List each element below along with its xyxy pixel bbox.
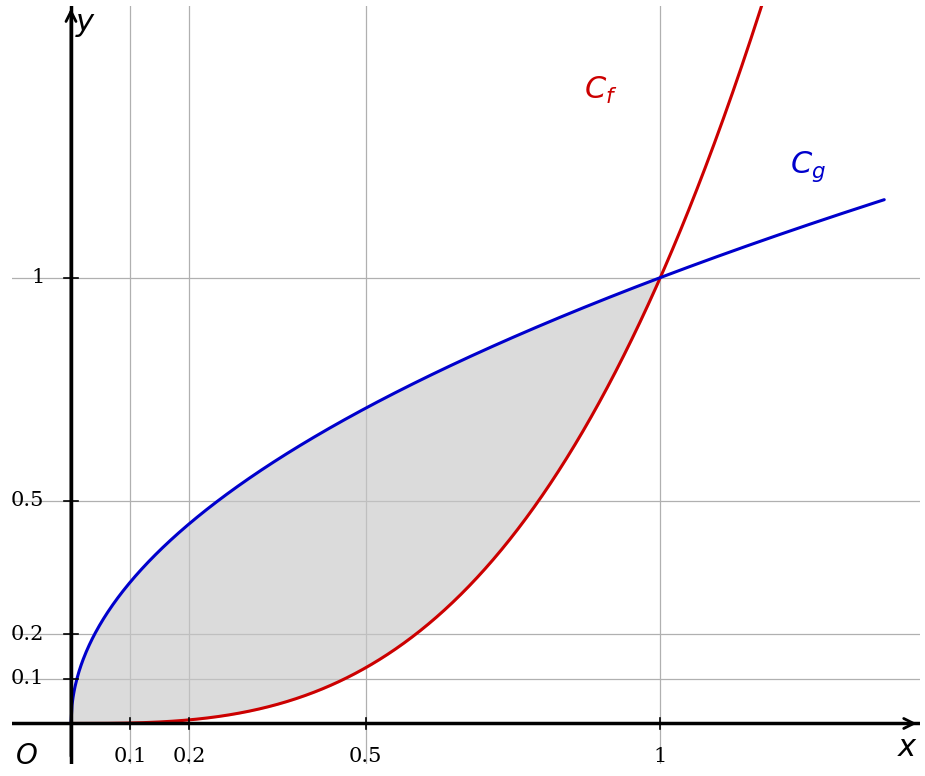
Text: $C_f$: $C_f$ [584, 74, 617, 106]
Text: 0.1: 0.1 [113, 747, 147, 766]
Text: 0.5: 0.5 [11, 491, 44, 510]
Text: $x$: $x$ [897, 733, 919, 764]
Text: 0.2: 0.2 [11, 625, 44, 644]
Text: 0.5: 0.5 [349, 747, 382, 766]
Text: 1: 1 [654, 747, 667, 766]
Text: 0.1: 0.1 [11, 670, 44, 688]
Text: 0.2: 0.2 [172, 747, 205, 766]
Text: 1: 1 [31, 268, 44, 287]
Text: $O$: $O$ [16, 743, 38, 771]
Text: $y$: $y$ [75, 8, 96, 39]
Text: $C_g$: $C_g$ [790, 149, 826, 184]
